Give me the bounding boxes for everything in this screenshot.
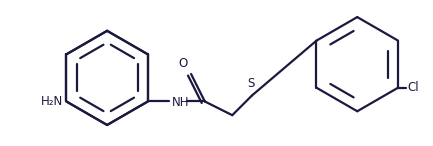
Text: S: S bbox=[247, 77, 255, 90]
Text: O: O bbox=[178, 57, 188, 70]
Text: NH: NH bbox=[171, 96, 189, 109]
Text: H₂N: H₂N bbox=[41, 95, 63, 108]
Text: Cl: Cl bbox=[407, 81, 419, 94]
